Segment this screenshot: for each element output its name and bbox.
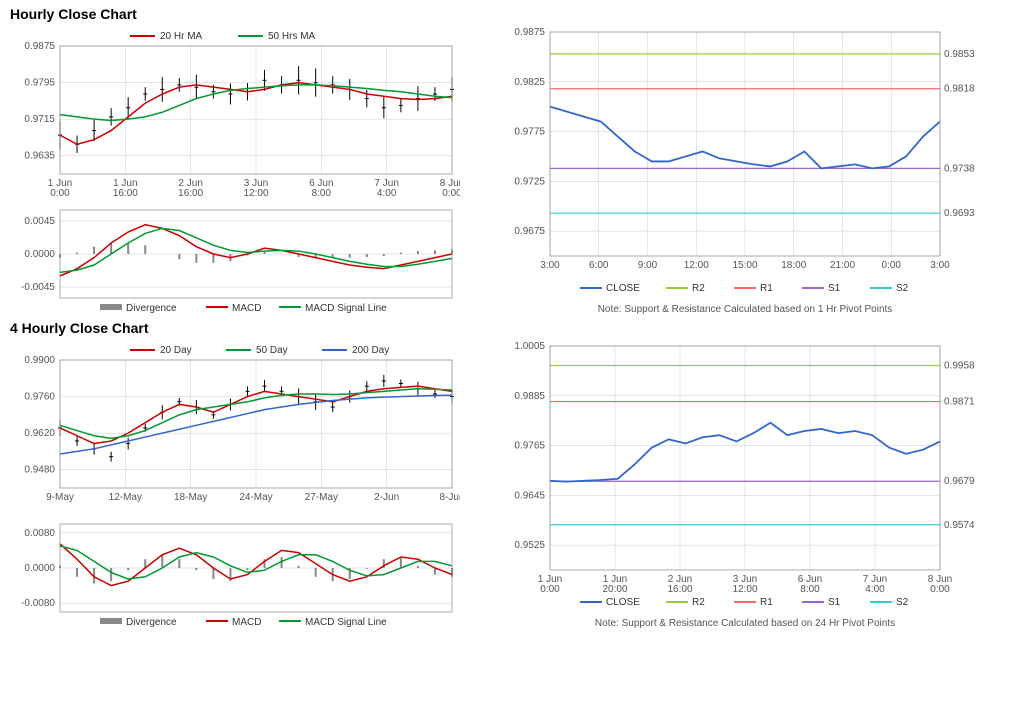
svg-text:24-May: 24-May bbox=[239, 492, 272, 503]
svg-text:0.9574: 0.9574 bbox=[944, 520, 975, 531]
svg-text:0.9875: 0.9875 bbox=[24, 41, 55, 52]
svg-text:0.9620: 0.9620 bbox=[24, 428, 55, 439]
svg-text:MACD: MACD bbox=[232, 303, 261, 314]
svg-text:6 Jun8:00: 6 Jun8:00 bbox=[798, 574, 822, 595]
svg-text:0.9525: 0.9525 bbox=[514, 540, 545, 551]
svg-text:3:00: 3:00 bbox=[540, 260, 560, 271]
svg-text:20 Hr MA: 20 Hr MA bbox=[160, 31, 203, 42]
svg-text:21:00: 21:00 bbox=[830, 260, 855, 271]
svg-text:2-Jun: 2-Jun bbox=[374, 492, 399, 503]
svg-text:1 Jun0:00: 1 Jun0:00 bbox=[48, 178, 72, 199]
svg-text:3 Jun12:00: 3 Jun12:00 bbox=[243, 178, 268, 199]
svg-text:0.9775: 0.9775 bbox=[514, 127, 545, 138]
macd-chart: -0.0080 0.0000 0.0080 Divergence MACD MACD Si… bbox=[10, 520, 460, 630]
svg-text:8 Jun0:00: 8 Jun0:00 bbox=[928, 574, 952, 595]
svg-text:20 Day: 20 Day bbox=[160, 345, 192, 356]
svg-text:15:00: 15:00 bbox=[732, 260, 757, 271]
svg-text:27-May: 27-May bbox=[305, 492, 338, 503]
sr-chart: 0.9525 0.9645 0.9765 0.9885 1.0005 1 Jun0:00 1… bbox=[500, 338, 990, 616]
svg-text:CLOSE: CLOSE bbox=[606, 597, 640, 608]
svg-text:MACD: MACD bbox=[232, 617, 261, 628]
svg-text:0.9738: 0.9738 bbox=[944, 163, 975, 174]
svg-text:1.0005: 1.0005 bbox=[514, 341, 545, 352]
svg-text:S2: S2 bbox=[896, 597, 909, 608]
svg-text:0.9635: 0.9635 bbox=[24, 151, 55, 162]
price-chart: 0.9480 0.9620 0.9760 0.9900 9-May 12-May 18-Ma… bbox=[10, 338, 460, 518]
svg-text:9:00: 9:00 bbox=[638, 260, 658, 271]
sr-chart: 0.9675 0.9725 0.9775 0.9825 0.9875 3:00 6:00 9:… bbox=[500, 24, 990, 302]
svg-text:R2: R2 bbox=[692, 597, 705, 608]
svg-text:0:00: 0:00 bbox=[882, 260, 902, 271]
svg-text:0.9900: 0.9900 bbox=[24, 355, 55, 366]
svg-text:0.0000: 0.0000 bbox=[24, 249, 55, 260]
svg-text:0.9765: 0.9765 bbox=[514, 441, 545, 452]
svg-text:S2: S2 bbox=[896, 283, 909, 294]
svg-text:0.9825: 0.9825 bbox=[514, 77, 545, 88]
svg-text:0.9818: 0.9818 bbox=[944, 84, 975, 95]
svg-text:R1: R1 bbox=[760, 597, 773, 608]
svg-text:Divergence: Divergence bbox=[126, 617, 177, 628]
svg-text:7 Jun4:00: 7 Jun4:00 bbox=[863, 574, 887, 595]
svg-text:0.9871: 0.9871 bbox=[944, 397, 975, 408]
section-title: Hourly Close Chart bbox=[10, 6, 1014, 22]
svg-text:0.9958: 0.9958 bbox=[944, 360, 975, 371]
svg-text:2 Jun16:00: 2 Jun16:00 bbox=[178, 178, 203, 199]
svg-text:1 Jun0:00: 1 Jun0:00 bbox=[538, 574, 562, 595]
svg-text:0.0045: 0.0045 bbox=[24, 216, 55, 227]
svg-text:0.0080: 0.0080 bbox=[24, 528, 55, 539]
svg-text:-0.0080: -0.0080 bbox=[21, 598, 55, 609]
svg-text:MACD Signal Line: MACD Signal Line bbox=[305, 303, 387, 314]
svg-text:0.9875: 0.9875 bbox=[514, 27, 545, 38]
svg-text:0.0000: 0.0000 bbox=[24, 563, 55, 574]
svg-text:6:00: 6:00 bbox=[589, 260, 609, 271]
svg-text:50 Hrs MA: 50 Hrs MA bbox=[268, 31, 316, 42]
svg-text:S1: S1 bbox=[828, 597, 841, 608]
section-title: 4 Hourly Close Chart bbox=[10, 320, 1014, 336]
section-1: 4 Hourly Close Chart0.94800.96200.97600.… bbox=[10, 320, 1014, 630]
svg-text:0.9675: 0.9675 bbox=[514, 226, 545, 237]
svg-text:MACD Signal Line: MACD Signal Line bbox=[305, 617, 387, 628]
svg-text:18:00: 18:00 bbox=[781, 260, 806, 271]
svg-text:18-May: 18-May bbox=[174, 492, 207, 503]
svg-text:0.9480: 0.9480 bbox=[24, 465, 55, 476]
svg-text:0.9679: 0.9679 bbox=[944, 476, 975, 487]
price-chart: 0.9635 0.9715 0.9795 0.9875 1 Jun0:00 1 Jun16… bbox=[10, 24, 460, 204]
svg-text:8-Jun: 8-Jun bbox=[439, 492, 460, 503]
svg-text:0.9693: 0.9693 bbox=[944, 208, 975, 219]
section-0: Hourly Close Chart 0.9635 0.9715 0.9795 0.98… bbox=[10, 6, 1014, 316]
svg-text:CLOSE: CLOSE bbox=[606, 283, 640, 294]
svg-text:2 Jun16:00: 2 Jun16:00 bbox=[667, 574, 692, 595]
svg-text:-0.0045: -0.0045 bbox=[21, 282, 55, 293]
svg-text:3 Jun12:00: 3 Jun12:00 bbox=[732, 574, 757, 595]
svg-text:6 Jun8:00: 6 Jun8:00 bbox=[309, 178, 333, 199]
sr-note: Note: Support & Resistance Calculated ba… bbox=[500, 304, 990, 315]
svg-text:9-May: 9-May bbox=[46, 492, 74, 503]
svg-text:R2: R2 bbox=[692, 283, 705, 294]
svg-text:1 Jun16:00: 1 Jun16:00 bbox=[113, 178, 138, 199]
svg-text:8 Jun0:00: 8 Jun0:00 bbox=[440, 178, 460, 199]
sr-note: Note: Support & Resistance Calculated ba… bbox=[500, 618, 990, 629]
svg-text:0.9885: 0.9885 bbox=[514, 391, 545, 402]
svg-text:0.9715: 0.9715 bbox=[24, 114, 55, 125]
svg-text:0.9725: 0.9725 bbox=[514, 176, 545, 187]
svg-text:50 Day: 50 Day bbox=[256, 345, 288, 356]
svg-text:0.9795: 0.9795 bbox=[24, 78, 55, 89]
svg-text:12-May: 12-May bbox=[109, 492, 142, 503]
svg-text:7 Jun4:00: 7 Jun4:00 bbox=[374, 178, 398, 199]
svg-text:Divergence: Divergence bbox=[126, 303, 177, 314]
svg-text:200 Day: 200 Day bbox=[352, 345, 389, 356]
svg-text:0.9645: 0.9645 bbox=[514, 490, 545, 501]
svg-text:S1: S1 bbox=[828, 283, 841, 294]
svg-text:12:00: 12:00 bbox=[684, 260, 709, 271]
svg-text:0.9853: 0.9853 bbox=[944, 49, 975, 60]
svg-text:3:00: 3:00 bbox=[930, 260, 950, 271]
macd-chart: -0.0045 0.0000 0.0045 Divergence MACD MACD Si… bbox=[10, 206, 460, 316]
svg-text:0.9760: 0.9760 bbox=[24, 392, 55, 403]
svg-text:R1: R1 bbox=[760, 283, 773, 294]
svg-text:1 Jun20:00: 1 Jun20:00 bbox=[602, 574, 627, 595]
